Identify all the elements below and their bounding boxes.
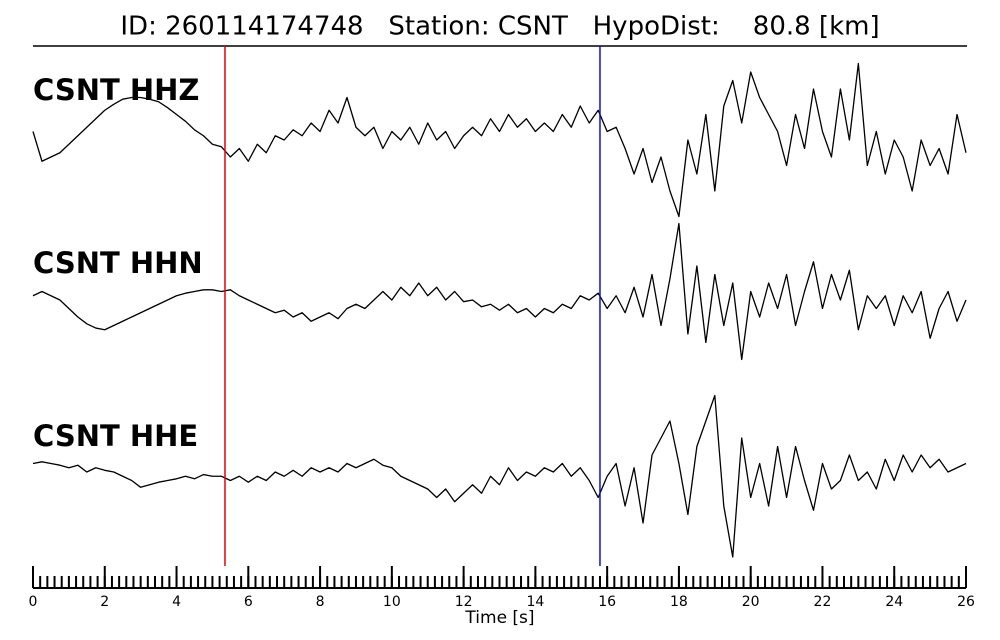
x-axis-label: Time [s] — [464, 608, 534, 628]
x-tick-label: 10 — [383, 594, 401, 610]
trace-label: CSNT HHE — [33, 419, 198, 453]
x-tick-label: 22 — [814, 594, 832, 610]
x-tick-label: 2 — [100, 594, 109, 610]
x-tick-label: 0 — [29, 594, 38, 610]
trace-label: CSNT HHZ — [33, 73, 199, 107]
chart-title: ID: 260114174748 Station: CSNT HypoDist:… — [120, 12, 879, 42]
x-tick-label: 6 — [244, 594, 253, 610]
x-tick-label: 4 — [172, 594, 181, 610]
x-tick-label: 18 — [670, 594, 688, 610]
x-tick-label: 20 — [742, 594, 760, 610]
trace — [32, 394, 967, 558]
x-tick-label: 8 — [316, 594, 325, 610]
x-tick-label: 12 — [455, 594, 473, 610]
x-tick-label: 24 — [885, 594, 903, 610]
x-tick-label: 26 — [957, 594, 975, 610]
x-tick-label: 16 — [598, 594, 616, 610]
trace-label: CSNT HHN — [33, 246, 203, 280]
trace — [32, 222, 967, 361]
x-tick-label: 14 — [526, 594, 544, 610]
trace — [32, 62, 967, 218]
